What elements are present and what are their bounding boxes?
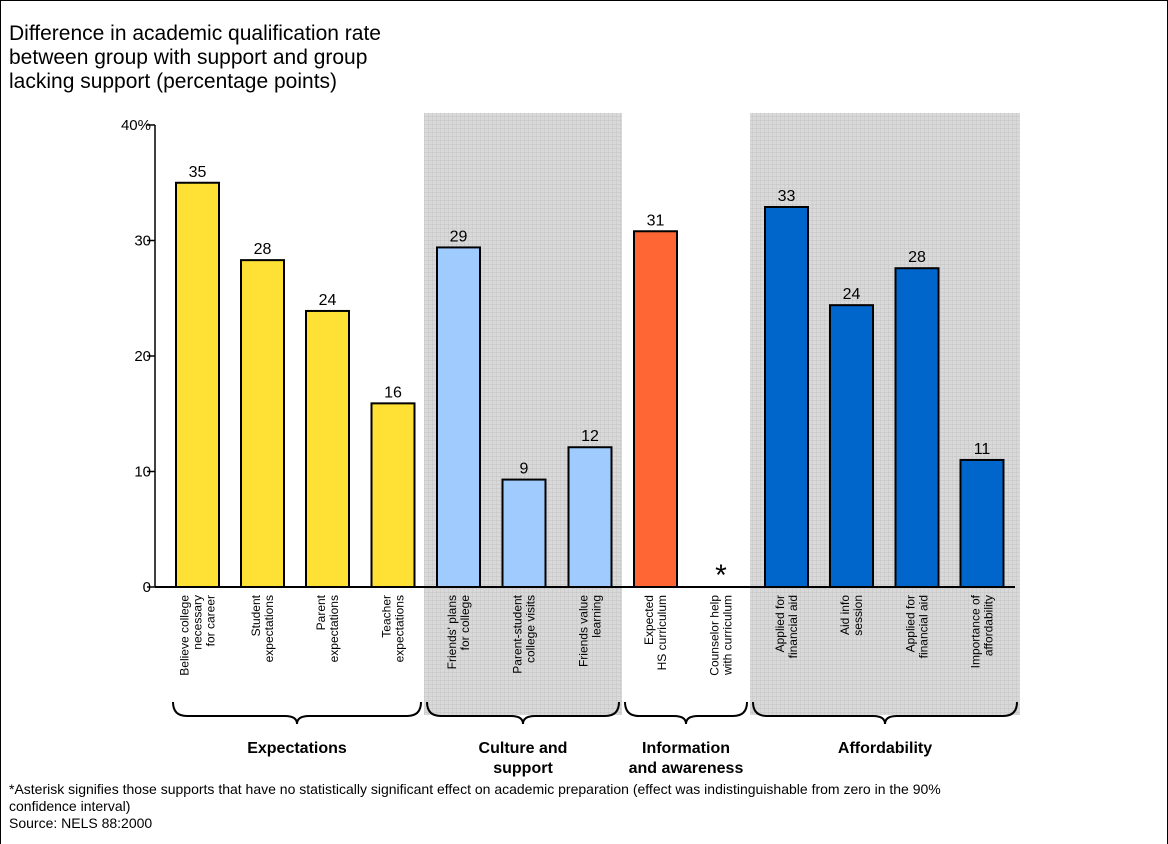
bar xyxy=(436,246,481,588)
data-label: 35 xyxy=(189,164,207,181)
category-label-line: session xyxy=(851,595,865,636)
y-tick-label: 10 xyxy=(134,464,151,481)
category-label-line: Importance of xyxy=(969,594,983,668)
category-label: Parent-studentcollege visits xyxy=(511,594,538,673)
bar xyxy=(370,402,416,589)
bar xyxy=(959,458,1005,589)
y-tick-label: 20 xyxy=(134,348,151,365)
category-label-line: learning xyxy=(590,595,604,638)
group-label: Culture and support xyxy=(479,740,568,777)
data-label: 16 xyxy=(384,384,402,401)
chart-title: Difference in academic qualification rat… xyxy=(9,22,381,93)
category-label-line: financial aid xyxy=(786,595,800,658)
category-label-line: college visits xyxy=(524,595,538,663)
category-label-line: Friends value xyxy=(577,595,591,667)
data-label: 24 xyxy=(319,292,337,309)
category-label-line: Aid info xyxy=(838,595,852,635)
category-label-line: Counselor help xyxy=(708,595,722,676)
group-brace xyxy=(624,701,748,725)
group-label: Information and awareness xyxy=(629,740,744,777)
group-label-line: Culture and xyxy=(479,740,568,757)
category-label-line: Friends' plans xyxy=(445,595,459,669)
y-tick-label: 0 xyxy=(143,579,151,596)
category-label-line: expectations xyxy=(327,595,341,662)
data-label: 9 xyxy=(520,461,529,478)
asterisk-marker: * xyxy=(715,559,727,592)
category-label: Applied forfinancial aid xyxy=(773,595,800,658)
group-brace xyxy=(172,701,422,725)
data-label: 28 xyxy=(908,249,926,266)
category-label-line: Applied for xyxy=(904,595,918,652)
group-label-line: Information xyxy=(642,740,730,757)
y-tick-label: 30 xyxy=(134,233,151,250)
group-label-line: and awareness xyxy=(629,760,744,777)
category-label-line: Teacher xyxy=(380,595,394,638)
category-label-line: for career xyxy=(204,595,218,646)
group-label: Expectations xyxy=(247,740,347,757)
source-note: Source: NELS 88:2000 xyxy=(9,815,153,831)
data-label: 24 xyxy=(843,286,861,303)
category-label: Aid infosession xyxy=(838,595,865,636)
footnote: *Asterisk signifies those supports that … xyxy=(9,781,941,814)
bar xyxy=(894,267,940,588)
category-label-line: necessary xyxy=(191,595,205,650)
category-label-line: Expected xyxy=(642,595,656,645)
group-label-line: support xyxy=(493,760,553,777)
bar xyxy=(829,304,874,588)
category-label-line: Believe college xyxy=(178,595,192,676)
data-label: 29 xyxy=(450,228,468,245)
data-label: 28 xyxy=(254,241,272,258)
data-label: 12 xyxy=(581,428,599,445)
category-label-line: financial aid xyxy=(917,595,931,658)
category-label: Parentexpectations xyxy=(314,594,341,662)
group-brace xyxy=(752,701,1018,725)
y-tick-label: 40% xyxy=(121,117,151,134)
bar xyxy=(567,446,613,588)
data-label: 33 xyxy=(778,188,796,205)
category-label-line: for college xyxy=(458,595,472,651)
category-label: Friends' plansfor college xyxy=(445,595,472,670)
bar xyxy=(764,206,809,588)
category-label-line: HS curriculum xyxy=(655,595,669,670)
bar xyxy=(633,230,678,588)
category-label: Importance ofaffordability xyxy=(969,594,996,668)
category-label: Teacherexpectations xyxy=(380,595,407,662)
bar xyxy=(240,259,285,588)
bar xyxy=(305,309,350,588)
category-label-line: Applied for xyxy=(773,595,787,652)
data-label: 31 xyxy=(647,212,665,229)
category-label: Studentexpectations xyxy=(249,594,276,662)
category-label: Believe collegenecessaryfor career xyxy=(178,595,218,676)
category-label-line: expectations xyxy=(262,595,276,662)
group-label-line: Expectations xyxy=(247,740,347,757)
category-label: Applied forfinancial aid xyxy=(904,595,931,658)
group-label: Affordability xyxy=(838,740,932,757)
data-label: 11 xyxy=(974,441,991,458)
category-label-line: Student xyxy=(249,594,263,636)
category-label-line: affordability xyxy=(982,595,996,656)
bar xyxy=(501,478,547,588)
group-brace xyxy=(426,701,620,725)
bar xyxy=(175,181,220,588)
group-label-line: Affordability xyxy=(838,740,932,757)
category-label: ExpectedHS curriculum xyxy=(642,595,669,670)
category-label: Friends valuelearning xyxy=(577,595,604,667)
category-label-line: expectations xyxy=(393,595,407,662)
category-label-line: with curriculum xyxy=(721,595,735,676)
category-label: Counselor helpwith curriculum xyxy=(708,595,735,676)
category-label-line: Parent xyxy=(314,594,328,630)
category-label-line: Parent-student xyxy=(511,594,525,673)
